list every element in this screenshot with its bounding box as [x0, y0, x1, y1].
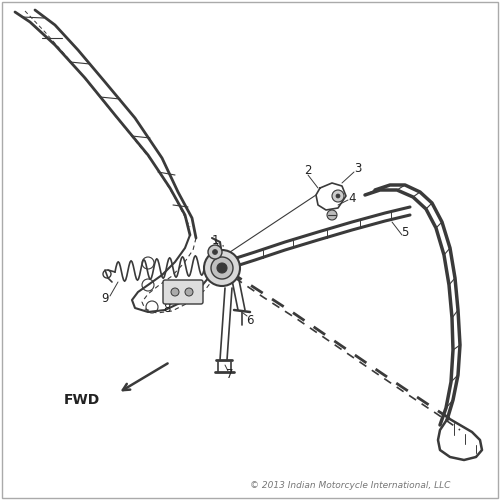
Text: FWD: FWD	[64, 393, 100, 407]
Circle shape	[171, 288, 179, 296]
Text: 9: 9	[101, 292, 109, 304]
Text: 2: 2	[304, 164, 312, 176]
Circle shape	[212, 250, 218, 254]
FancyBboxPatch shape	[163, 280, 203, 304]
Circle shape	[327, 210, 337, 220]
Circle shape	[332, 190, 344, 202]
Text: 3: 3	[354, 162, 362, 174]
Circle shape	[211, 257, 233, 279]
Text: 4: 4	[348, 192, 356, 204]
Circle shape	[336, 194, 340, 198]
Text: © 2013 Indian Motorcycle International, LLC: © 2013 Indian Motorcycle International, …	[250, 480, 450, 490]
Text: 7: 7	[226, 368, 234, 382]
Circle shape	[208, 245, 222, 259]
Circle shape	[185, 288, 193, 296]
Circle shape	[217, 263, 227, 273]
Text: 8: 8	[164, 302, 170, 314]
Text: 6: 6	[246, 314, 254, 326]
Text: 1: 1	[211, 234, 219, 246]
Text: 5: 5	[402, 226, 408, 238]
Circle shape	[204, 250, 240, 286]
